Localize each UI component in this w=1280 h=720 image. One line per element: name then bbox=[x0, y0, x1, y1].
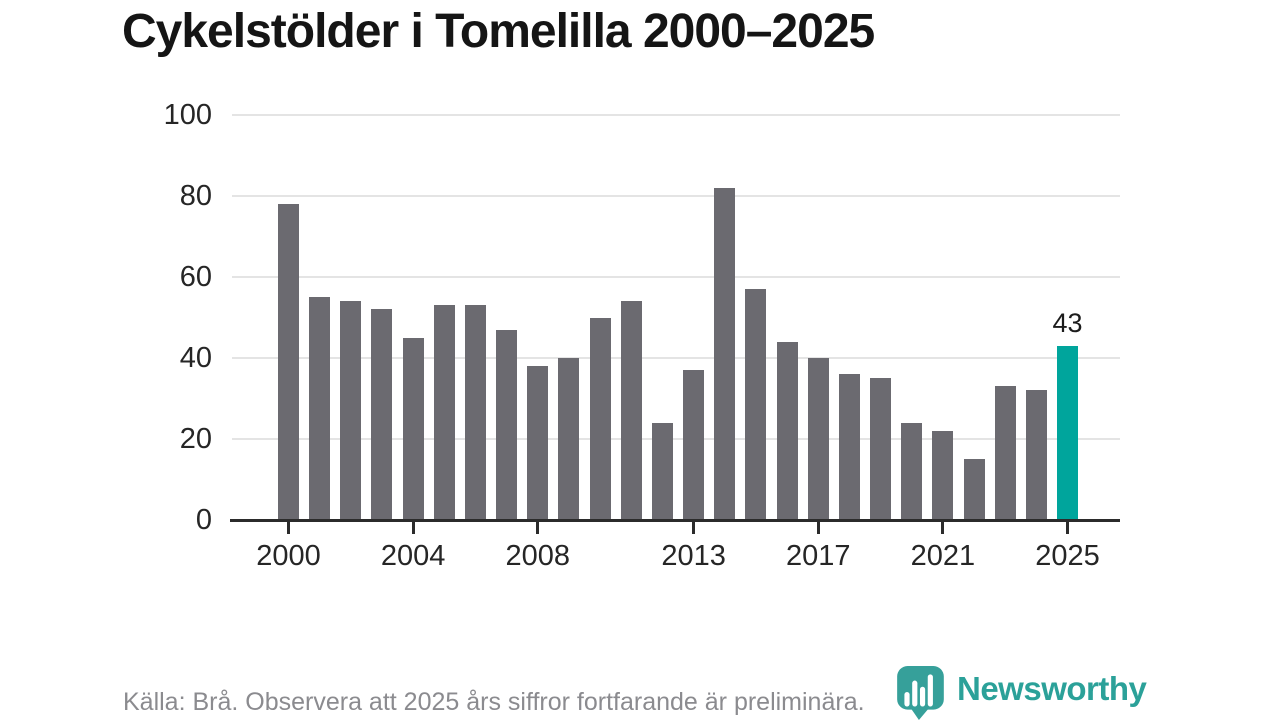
y-axis-label-100: 100 bbox=[163, 99, 212, 131]
x-axis-label-2021: 2021 bbox=[910, 540, 976, 572]
x-axis-label-2025: 2025 bbox=[1035, 540, 1100, 572]
gridline-60 bbox=[232, 276, 1120, 278]
bar-2000[interactable] bbox=[278, 204, 299, 520]
y-axis-label-20: 20 bbox=[179, 423, 212, 455]
bar-2001[interactable] bbox=[309, 297, 331, 520]
x-axis-line bbox=[230, 519, 1120, 522]
bar-2010[interactable] bbox=[589, 317, 611, 520]
bar-2020[interactable] bbox=[901, 422, 923, 520]
source-note: Källa: Brå. Observera att 2025 års siffr… bbox=[123, 688, 865, 716]
bar-2025[interactable] bbox=[1057, 345, 1078, 520]
bar-2007[interactable] bbox=[496, 329, 518, 520]
x-axis-tick-2008 bbox=[536, 522, 540, 534]
bar-2009[interactable] bbox=[558, 358, 580, 520]
bar-2003[interactable] bbox=[371, 309, 393, 520]
bar-2021[interactable] bbox=[932, 430, 954, 520]
x-axis-tick-2013 bbox=[692, 522, 696, 534]
bar-2022[interactable] bbox=[963, 459, 985, 520]
bar-2005[interactable] bbox=[433, 305, 455, 520]
x-axis-tick-2000 bbox=[287, 522, 290, 534]
bar-2012[interactable] bbox=[651, 422, 673, 520]
highlight-value-label: 43 bbox=[1052, 307, 1083, 338]
x-axis-label-2008: 2008 bbox=[505, 540, 571, 572]
gridline-20 bbox=[232, 438, 1120, 440]
bar-2014[interactable] bbox=[714, 187, 736, 520]
x-axis-label-2013: 2013 bbox=[661, 540, 726, 572]
newsworthy-logo[interactable] bbox=[895, 665, 947, 720]
y-axis-label-80: 80 bbox=[179, 180, 212, 212]
bar-2023[interactable] bbox=[994, 386, 1016, 520]
bar-2024[interactable] bbox=[1025, 390, 1047, 520]
bar-2016[interactable] bbox=[776, 341, 798, 520]
bar-2008[interactable] bbox=[527, 366, 549, 520]
y-axis-label-60: 60 bbox=[179, 261, 212, 293]
bar-2011[interactable] bbox=[620, 301, 642, 520]
bar-2006[interactable] bbox=[464, 305, 486, 520]
bar-2019[interactable] bbox=[870, 378, 892, 520]
x-axis-label-2017: 2017 bbox=[785, 540, 851, 572]
x-axis-tick-2017 bbox=[816, 522, 820, 534]
x-axis-tick-2021 bbox=[941, 522, 945, 534]
x-axis-label-2000: 2000 bbox=[256, 540, 321, 572]
y-axis-label-40: 40 bbox=[179, 342, 212, 374]
y-axis-label-0: 0 bbox=[195, 504, 212, 536]
x-axis-label-2004: 2004 bbox=[380, 540, 446, 572]
gridline-100 bbox=[232, 114, 1120, 116]
bar-chart-bubble-icon bbox=[895, 665, 947, 720]
bar-2002[interactable] bbox=[340, 301, 362, 520]
chart-title: Cykelstölder i Tomelilla 2000–2025 bbox=[122, 5, 875, 58]
bar-2004[interactable] bbox=[402, 337, 424, 520]
x-axis-tick-2025 bbox=[1066, 522, 1069, 534]
bar-2018[interactable] bbox=[838, 374, 860, 520]
gridline-80 bbox=[232, 195, 1120, 197]
newsworthy-logo-text[interactable]: Newsworthy bbox=[957, 670, 1147, 707]
gridline-40 bbox=[232, 357, 1120, 359]
x-axis-tick-2004 bbox=[411, 522, 415, 534]
bar-2015[interactable] bbox=[745, 289, 767, 520]
bar-2017[interactable] bbox=[807, 358, 829, 520]
bar-2013[interactable] bbox=[683, 370, 705, 520]
